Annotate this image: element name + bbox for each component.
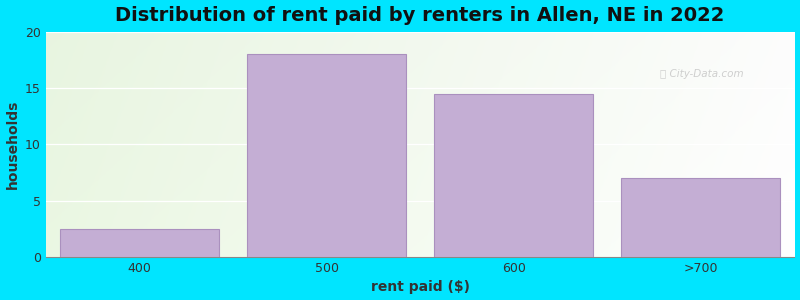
Bar bbox=[247, 54, 406, 257]
Bar bbox=[434, 94, 594, 257]
Title: Distribution of rent paid by renters in Allen, NE in 2022: Distribution of rent paid by renters in … bbox=[115, 6, 725, 25]
X-axis label: rent paid ($): rent paid ($) bbox=[370, 280, 470, 294]
Bar bbox=[622, 178, 781, 257]
Y-axis label: households: households bbox=[6, 100, 19, 189]
Bar bbox=[60, 229, 219, 257]
Text: ⓒ City-Data.com: ⓒ City-Data.com bbox=[660, 69, 743, 79]
